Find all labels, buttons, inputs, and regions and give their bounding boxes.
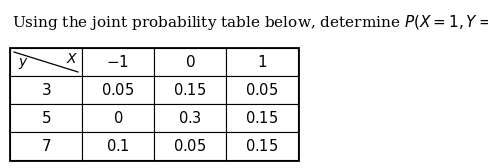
Bar — [225, 104, 297, 132]
Text: $0.15$: $0.15$ — [245, 110, 278, 126]
Bar — [82, 48, 154, 76]
Bar — [154, 76, 225, 104]
Text: $-1$: $-1$ — [106, 54, 129, 70]
Bar — [10, 48, 297, 160]
Text: $0.15$: $0.15$ — [245, 138, 278, 154]
Text: $0.05$: $0.05$ — [101, 82, 134, 98]
Text: $0.05$: $0.05$ — [245, 82, 278, 98]
Bar — [82, 104, 154, 132]
Bar — [10, 76, 82, 104]
Bar — [10, 132, 82, 160]
Text: $0.3$: $0.3$ — [178, 110, 202, 126]
Text: $7$: $7$ — [41, 138, 51, 154]
Text: $5$: $5$ — [41, 110, 51, 126]
Bar — [225, 76, 297, 104]
Text: $0.05$: $0.05$ — [173, 138, 206, 154]
Text: $0$: $0$ — [113, 110, 123, 126]
Text: $3$: $3$ — [41, 82, 51, 98]
Bar — [154, 132, 225, 160]
Text: $0$: $0$ — [184, 54, 195, 70]
Bar — [225, 48, 297, 76]
Bar — [154, 48, 225, 76]
Bar — [82, 76, 154, 104]
Text: $0.1$: $0.1$ — [106, 138, 130, 154]
Text: $y$: $y$ — [18, 56, 29, 71]
Bar — [10, 104, 82, 132]
Text: $1$: $1$ — [256, 54, 266, 70]
Text: Using the joint probability table below, determine $P(X = 1, Y = 7)$.: Using the joint probability table below,… — [12, 13, 488, 32]
Bar — [82, 132, 154, 160]
Bar — [10, 48, 82, 76]
Text: $0.15$: $0.15$ — [173, 82, 206, 98]
Bar — [225, 132, 297, 160]
Bar — [154, 104, 225, 132]
Text: $X$: $X$ — [65, 52, 78, 66]
